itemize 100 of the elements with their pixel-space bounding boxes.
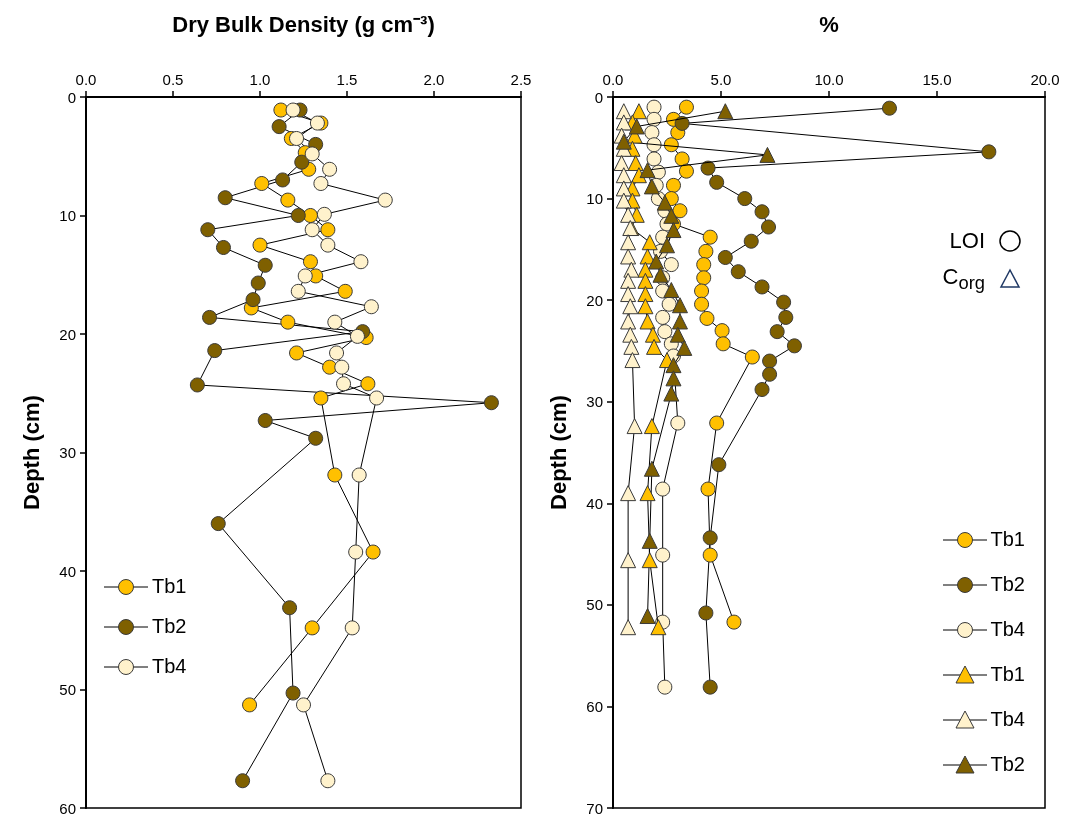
point xyxy=(778,309,794,325)
point xyxy=(290,208,306,223)
legend-label: Tb1 xyxy=(990,663,1025,686)
y-tick-label: 20 xyxy=(59,325,76,343)
point xyxy=(313,390,329,406)
point xyxy=(615,167,632,184)
point xyxy=(271,119,287,135)
annotation: C$_{org}$ xyxy=(942,263,985,295)
point xyxy=(280,314,296,330)
point xyxy=(665,370,682,387)
point xyxy=(646,338,663,355)
point xyxy=(296,697,311,713)
point xyxy=(661,296,677,312)
point xyxy=(215,240,231,255)
point xyxy=(696,257,712,273)
y-tick-label: 0 xyxy=(594,88,603,106)
x-tick-label: 1.0 xyxy=(249,71,271,88)
point xyxy=(700,481,716,497)
point xyxy=(702,530,718,546)
point xyxy=(643,460,660,477)
point xyxy=(329,345,345,361)
point xyxy=(235,773,251,789)
point xyxy=(289,345,305,361)
point xyxy=(200,222,216,238)
point xyxy=(280,192,296,208)
x-tick-label: 10.0 xyxy=(814,71,844,88)
point xyxy=(656,194,673,211)
point xyxy=(285,685,301,701)
legend-label: Tb2 xyxy=(990,573,1025,596)
x-axis-title: % xyxy=(819,11,839,37)
y-tick-label: 30 xyxy=(59,444,76,461)
point xyxy=(744,349,760,365)
y-axis-title: Depth (cm) xyxy=(18,395,44,510)
point xyxy=(663,257,679,273)
point xyxy=(327,467,343,483)
y-tick-label: 40 xyxy=(59,562,76,580)
point xyxy=(648,253,665,270)
point xyxy=(665,222,682,239)
point xyxy=(737,191,753,207)
point xyxy=(189,377,205,393)
point xyxy=(663,281,680,298)
point xyxy=(304,222,320,238)
point xyxy=(334,359,350,375)
point xyxy=(620,234,637,251)
point xyxy=(659,237,675,254)
point xyxy=(761,219,777,235)
point xyxy=(316,206,332,222)
point xyxy=(663,385,680,402)
point xyxy=(622,298,639,315)
point xyxy=(672,203,688,219)
legend-label: Tb1 xyxy=(152,575,187,598)
point xyxy=(273,102,289,118)
point xyxy=(652,266,669,283)
point xyxy=(289,130,305,146)
point xyxy=(363,299,379,315)
point xyxy=(674,151,690,167)
point xyxy=(369,390,385,406)
point xyxy=(202,309,218,325)
legend-label: Tb2 xyxy=(990,753,1025,776)
point xyxy=(696,270,712,286)
point xyxy=(257,413,273,428)
point xyxy=(650,619,667,636)
point xyxy=(351,467,367,483)
y-tick-label: 40 xyxy=(586,494,603,512)
point xyxy=(786,338,802,354)
x-tick-label: 0.0 xyxy=(75,71,97,88)
point xyxy=(320,222,336,238)
point xyxy=(252,237,268,253)
point xyxy=(242,697,258,713)
point xyxy=(646,151,662,167)
point xyxy=(762,366,778,382)
point xyxy=(285,102,301,118)
legend-label: Tb1 xyxy=(990,528,1025,551)
point xyxy=(743,233,759,249)
point xyxy=(615,180,632,197)
point xyxy=(297,268,313,284)
point xyxy=(657,679,673,695)
point xyxy=(304,620,320,636)
point xyxy=(641,234,658,251)
point xyxy=(715,336,731,352)
point xyxy=(678,99,694,115)
point xyxy=(626,418,643,435)
point xyxy=(671,297,688,314)
x-tick-label: 0.5 xyxy=(162,71,184,88)
point xyxy=(699,310,715,326)
y-tick-label: 10 xyxy=(59,207,76,224)
point xyxy=(769,324,785,340)
point xyxy=(655,481,671,497)
point xyxy=(624,352,641,369)
point xyxy=(628,118,645,135)
point xyxy=(294,154,310,170)
point xyxy=(759,146,776,163)
point xyxy=(615,192,632,209)
point xyxy=(714,323,730,339)
point xyxy=(754,204,770,220)
point xyxy=(275,172,291,188)
point xyxy=(639,313,656,330)
point xyxy=(483,395,499,411)
point xyxy=(348,544,364,560)
x-axis-title: Dry Bulk Density (g cm⁻³) xyxy=(172,11,435,37)
